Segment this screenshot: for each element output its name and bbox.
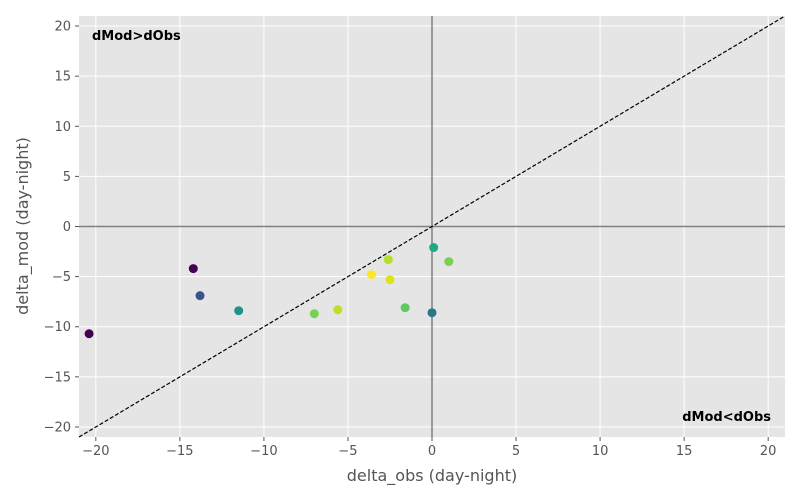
x-tick-label: 5 bbox=[512, 444, 520, 459]
annotation-top-left: dMod>dObs bbox=[92, 29, 181, 44]
x-tick-label: 15 bbox=[676, 444, 693, 459]
y-tick-label: −20 bbox=[44, 420, 71, 435]
x-tick-label: −20 bbox=[82, 444, 109, 459]
x-ticks: −20 −15 −10 −5 0 5 10 15 20 bbox=[82, 437, 776, 459]
data-points bbox=[84, 243, 454, 339]
x-tick-label: 20 bbox=[760, 444, 777, 459]
data-point bbox=[84, 329, 94, 339]
x-tick-label: −10 bbox=[250, 444, 277, 459]
data-point bbox=[234, 306, 244, 316]
data-point bbox=[195, 291, 205, 301]
data-point bbox=[385, 275, 395, 285]
diagonal-line bbox=[78, 15, 786, 438]
y-tick-label: −5 bbox=[52, 270, 71, 285]
x-tick-label: 10 bbox=[592, 444, 609, 459]
y-tick-label: −15 bbox=[44, 370, 71, 385]
y-tick-label: 15 bbox=[54, 70, 71, 85]
y-tick-label: 0 bbox=[63, 220, 71, 235]
data-point bbox=[188, 264, 198, 274]
x-tick-label: −5 bbox=[338, 444, 357, 459]
annotation-bottom-right: dMod<dObs bbox=[682, 410, 771, 425]
data-point bbox=[429, 243, 439, 253]
y-tick-label: 10 bbox=[54, 120, 71, 135]
data-point bbox=[333, 305, 343, 315]
data-point bbox=[444, 257, 454, 267]
data-point bbox=[366, 270, 376, 280]
reference-lines bbox=[78, 15, 786, 438]
y-ticks: −20 −15 −10 −5 0 5 10 15 20 bbox=[44, 20, 79, 435]
data-point bbox=[309, 309, 319, 319]
data-point bbox=[400, 303, 410, 313]
y-tick-label: 20 bbox=[54, 20, 71, 35]
y-tick-label: −10 bbox=[44, 320, 71, 335]
y-axis-label: delta_mod (day-night) bbox=[13, 137, 33, 315]
y-tick-label: 5 bbox=[63, 170, 71, 185]
data-point bbox=[427, 308, 437, 318]
data-point bbox=[383, 255, 393, 265]
x-axis-label: delta_obs (day-night) bbox=[347, 466, 517, 486]
x-tick-label: 0 bbox=[428, 444, 436, 459]
x-tick-label: −15 bbox=[166, 444, 193, 459]
